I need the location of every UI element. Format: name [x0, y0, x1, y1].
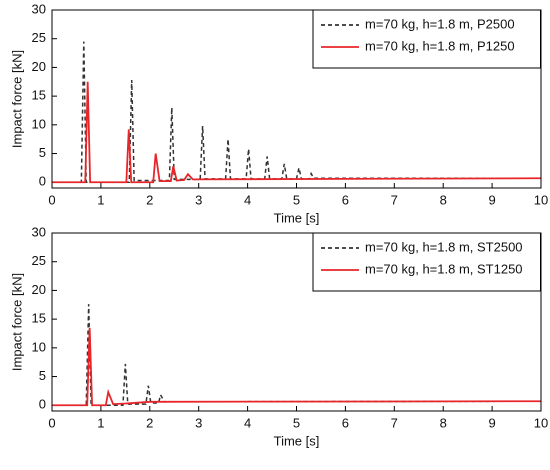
- y-tick-label: 10: [32, 116, 46, 131]
- legend-box: [312, 9, 541, 69]
- x-tick-label: 7: [391, 415, 398, 430]
- x-tick-label: 3: [195, 192, 202, 207]
- x-tick-label: 3: [195, 415, 202, 430]
- legend-label: m=70 kg, h=1.8 m, P1250: [365, 38, 515, 53]
- y-tick-label: 30: [32, 1, 46, 16]
- x-tick-label: 10: [534, 192, 548, 207]
- x-axis-label: Time [s]: [274, 210, 320, 225]
- plot-frame: [51, 9, 542, 189]
- x-tick-label: 2: [146, 192, 153, 207]
- x-tick-label: 0: [48, 192, 55, 207]
- y-tick-label: 15: [32, 88, 46, 103]
- y-tick-label: 25: [32, 253, 46, 268]
- y-tick-label: 5: [39, 145, 46, 160]
- x-tick-label: 4: [244, 192, 251, 207]
- x-axis-label: Time [s]: [274, 433, 320, 448]
- series-line: [52, 327, 542, 407]
- x-tick-label: 9: [488, 415, 495, 430]
- x-tick-label: 5: [293, 415, 300, 430]
- y-tick-label: 20: [32, 282, 46, 297]
- x-tick-label: 0: [48, 415, 55, 430]
- x-tick-label: 2: [146, 415, 153, 430]
- y-tick-label: 0: [39, 397, 46, 412]
- x-tick-label: 7: [391, 192, 398, 207]
- x-tick-label: 6: [342, 415, 349, 430]
- x-tick-label: 9: [488, 192, 495, 207]
- y-axis-label: Impact force [kN]: [9, 273, 24, 371]
- x-tick-label: 10: [534, 415, 548, 430]
- x-tick-label: 8: [440, 192, 447, 207]
- y-tick-label: 25: [32, 30, 46, 45]
- legend-box: [312, 232, 541, 292]
- x-tick-label: 8: [440, 415, 447, 430]
- y-tick-label: 15: [32, 311, 46, 326]
- y-tick-label: 0: [39, 174, 46, 189]
- y-tick-label: 10: [32, 339, 46, 354]
- legend-label: m=70 kg, h=1.8 m, P2500: [365, 16, 515, 31]
- legend-label: m=70 kg, h=1.8 m, ST1250: [365, 261, 523, 276]
- series-line: [52, 304, 542, 407]
- x-tick-label: 1: [97, 415, 104, 430]
- y-tick-label: 30: [32, 224, 46, 239]
- x-tick-label: 5: [293, 192, 300, 207]
- y-tick-label: 5: [39, 368, 46, 383]
- y-axis-label: Impact force [kN]: [9, 50, 24, 148]
- y-tick-label: 20: [32, 59, 46, 74]
- x-tick-label: 6: [342, 192, 349, 207]
- x-tick-label: 4: [244, 415, 251, 430]
- x-tick-label: 1: [97, 192, 104, 207]
- plot-frame: [51, 232, 542, 412]
- legend-label: m=70 kg, h=1.8 m, ST2500: [365, 239, 523, 254]
- series-line: [52, 81, 542, 184]
